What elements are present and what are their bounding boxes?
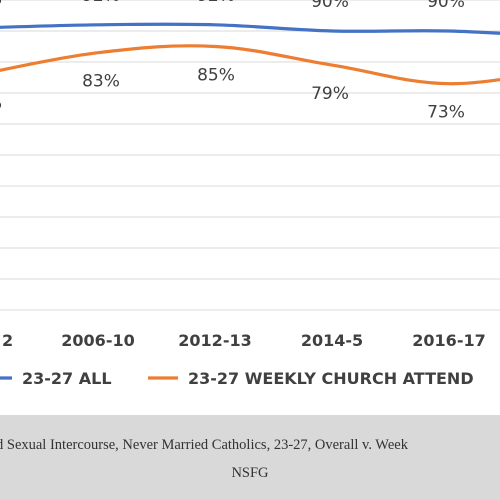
- data-label: 92%: [197, 0, 235, 6]
- legend-label: 23-27 WEEKLY CHURCH ATTEND: [188, 369, 474, 388]
- legend-label: 23-27 ALL: [22, 369, 112, 388]
- data-label: 79%: [311, 84, 349, 104]
- data-label: 73%: [427, 103, 465, 123]
- gridlines: [0, 0, 500, 311]
- series-line-all: [0, 22, 500, 35]
- data-label: %: [0, 93, 2, 113]
- data-label: 85%: [197, 66, 235, 86]
- legend-item-weekly-attenders: 23-27 WEEKLY CHURCH ATTEND: [148, 369, 474, 388]
- x-tick-label: 2014-5: [301, 331, 363, 350]
- data-label: 92%: [82, 0, 120, 6]
- x-tick-label: 2: [2, 331, 13, 350]
- legend-item-all: 23-27 ALL: [0, 369, 112, 388]
- figure-caption: d Sexual Intercourse, Never Married Cath…: [0, 415, 500, 500]
- caption-title: d Sexual Intercourse, Never Married Cath…: [0, 437, 408, 453]
- x-tick-label: 2016-17: [412, 331, 485, 350]
- legend: 23-27 ALL 23-27 WEEKLY CHURCH ATTEND: [0, 369, 474, 388]
- x-tick-label: 2006-10: [61, 331, 134, 350]
- series-line-weekly-attenders: [0, 44, 500, 86]
- data-label: 83%: [82, 72, 120, 92]
- caption-source: NSFG: [231, 465, 269, 481]
- line-chart: % 92% 92% 90% 90%% 83% 85% 79% 73% 2 2006-10 2012-1…: [0, 0, 500, 388]
- chart-area: % 92% 92% 90% 90%% 83% 85% 79% 73% 2 2006-10 2012-1…: [0, 0, 500, 388]
- data-label: 90%: [311, 0, 349, 12]
- data-label: 90%: [427, 0, 465, 12]
- data-label: %: [0, 0, 2, 9]
- x-tick-label: 2012-13: [178, 331, 251, 350]
